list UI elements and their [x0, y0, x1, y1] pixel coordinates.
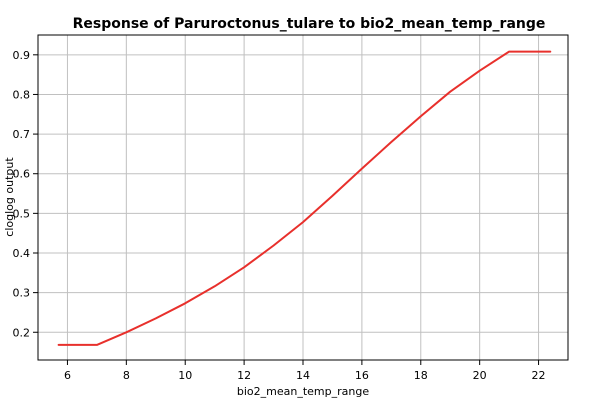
x-axis-label: bio2_mean_temp_range [237, 385, 369, 398]
x-tick-label: 6 [64, 369, 71, 382]
x-tick-label: 16 [355, 369, 369, 382]
y-tick-label: 0.2 [13, 326, 31, 339]
chart-title: Response of Paruroctonus_tulare to bio2_… [73, 16, 546, 32]
series-layer [57, 50, 552, 346]
plot-area [37, 34, 569, 361]
x-axis-ticks: 6 8 10 12 14 16 18 20 22 [64, 360, 546, 382]
y-tick-label: 0.7 [13, 128, 31, 141]
x-tick-label: 8 [123, 369, 130, 382]
y-tick-label: 0.8 [13, 88, 31, 101]
y-tick-label: 0.3 [13, 287, 31, 300]
x-tick-label: 18 [414, 369, 428, 382]
x-tick-label: 20 [473, 369, 487, 382]
y-tick-label: 0.6 [13, 168, 31, 181]
y-axis-label: cloglog output [3, 157, 16, 237]
y-tick-label: 0.5 [13, 207, 31, 220]
x-tick-label: 12 [237, 369, 251, 382]
y-axis-ticks: 0.2 0.3 0.4 0.5 0.6 0.7 0.8 0.9 [13, 49, 38, 339]
y-tick-label: 0.4 [13, 247, 31, 260]
x-tick-label: 10 [178, 369, 192, 382]
y-tick-label: 0.9 [13, 49, 31, 62]
x-tick-label: 22 [532, 369, 546, 382]
grid [38, 35, 568, 360]
response-curve-line [57, 50, 552, 346]
x-tick-label: 14 [296, 369, 310, 382]
